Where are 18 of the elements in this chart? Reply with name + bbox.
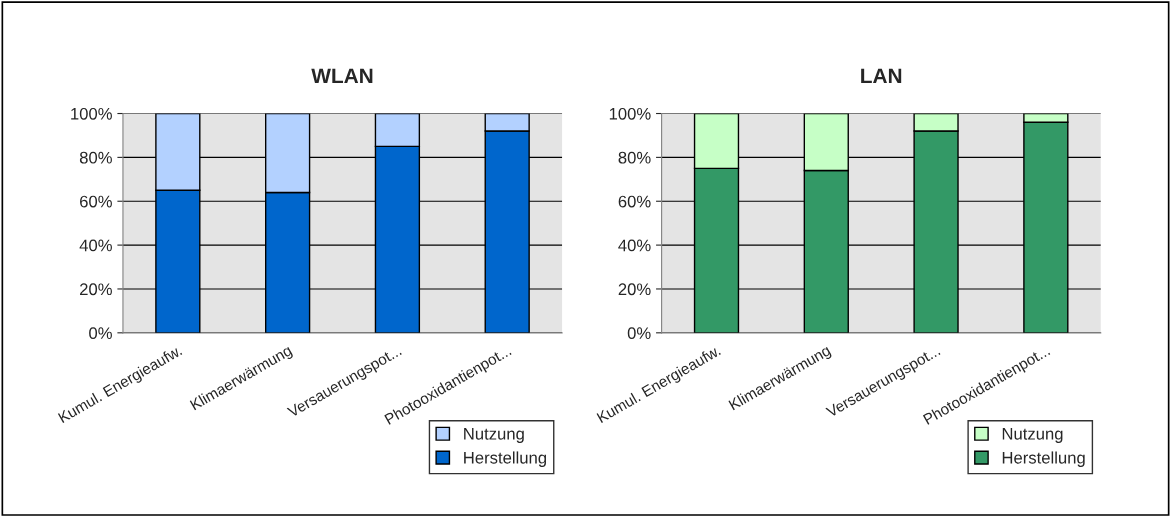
y-tick-label: 100% <box>71 107 112 120</box>
chart-title: WLAN <box>311 68 373 83</box>
y-tick-label: 0% <box>89 327 112 340</box>
legend-label: Herstellung <box>464 451 547 467</box>
y-tick-label: 0% <box>627 327 651 340</box>
legend-label: Nutzung <box>1002 428 1063 443</box>
y-tick-label: 100% <box>609 107 651 120</box>
y-tick-label: 40% <box>618 239 651 252</box>
legend-label: Herstellung <box>1002 451 1085 467</box>
y-tick-label: 80% <box>618 151 651 164</box>
chart-title: LAN <box>861 68 902 83</box>
y-tick-label: 20% <box>618 283 651 296</box>
y-tick-label: 60% <box>80 195 112 208</box>
y-tick-label: 20% <box>80 283 112 296</box>
y-tick-label: 60% <box>618 195 651 208</box>
y-tick-label: 40% <box>79 239 112 252</box>
y-tick-label: 80% <box>79 151 112 164</box>
legend-label: Nutzung <box>464 428 524 443</box>
